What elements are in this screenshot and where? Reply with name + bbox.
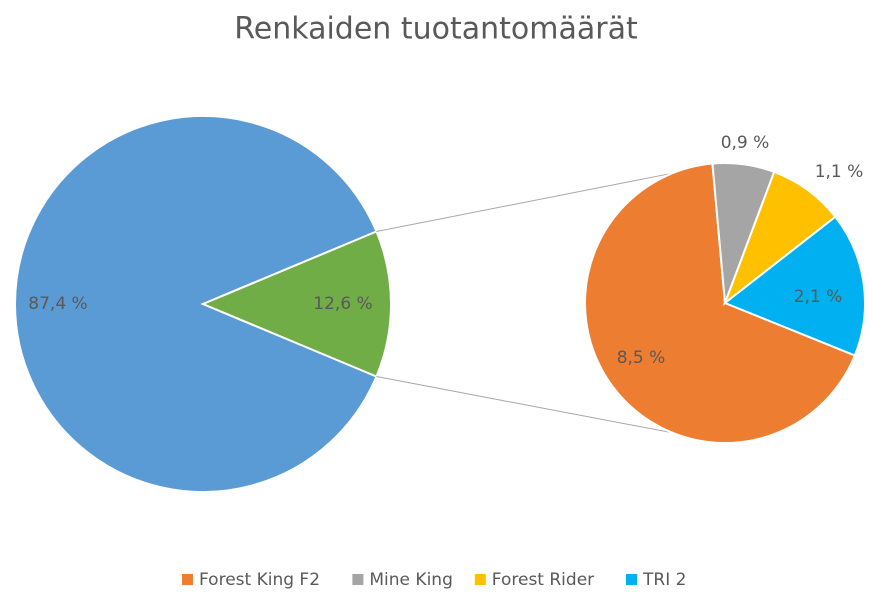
legend-swatch (352, 574, 364, 585)
legend-label: Forest Rider (492, 570, 594, 590)
legend-label: TRI 2 (642, 570, 686, 590)
legend-label: Mine King (369, 570, 452, 590)
data-label: 87,4 % (28, 294, 87, 314)
pie-slice (200, 230, 392, 378)
pie-slice (584, 162, 857, 444)
data-label: 0,9 % (721, 133, 770, 153)
pie-slice (723, 215, 866, 357)
pie-slice (14, 115, 378, 493)
data-label: 1,1 % (815, 162, 864, 182)
legend-label: Forest King F2 (199, 570, 320, 590)
legend-swatch (182, 574, 193, 585)
data-label: 2,1 % (794, 287, 843, 307)
data-label: 12,6 % (313, 294, 372, 314)
legend-swatch (626, 574, 637, 585)
connector-line (376, 172, 673, 233)
chart-title: Renkaiden tuotantomäärät (234, 12, 638, 47)
data-label: 8,5 % (617, 348, 666, 368)
connector-line (376, 375, 673, 434)
legend-swatch (474, 574, 486, 585)
